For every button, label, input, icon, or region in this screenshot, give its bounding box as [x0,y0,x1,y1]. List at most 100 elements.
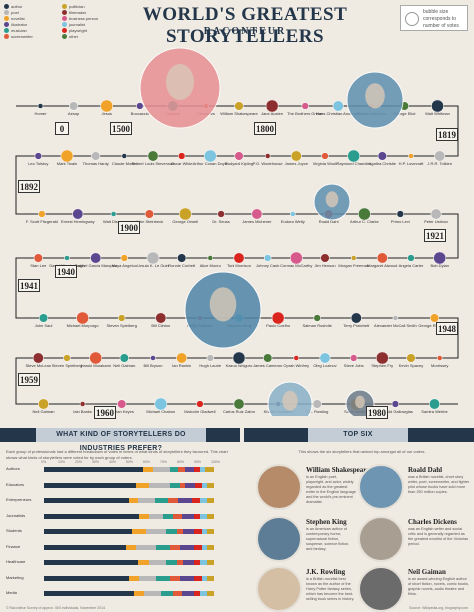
industry-bar [44,513,214,519]
storyteller-node [79,401,86,407]
storyteller-label: Steve Jobs [344,363,364,368]
bar-segment [137,498,155,503]
bar-segment [193,544,203,550]
storyteller-label: Alice Munro [200,263,222,268]
bar-segment [44,544,126,550]
storyteller-label: Oprah Winfrey [283,363,309,368]
industries-title: WHAT KIND OF STORYTELLERS DO INDUSTRIES … [56,431,186,452]
bar-segment [137,560,150,565]
bar-segment [166,560,177,565]
bar-segment [162,513,174,519]
bar-segment [200,560,208,565]
bar-segment [144,591,162,596]
bar-segment [207,591,214,596]
storyteller-node [391,400,400,408]
bar-segment [149,560,167,565]
bar-segment [193,560,201,565]
storyteller-label: Ronnie Corbett [168,263,196,268]
storyteller-label: James Michener [242,219,272,224]
bar-segment [193,529,203,534]
storyteller-node [203,149,217,163]
storyteller-label: Haruki Murakami [81,363,111,368]
storyteller-node [33,253,43,263]
storyteller-node [350,255,357,261]
bar-segment [129,575,140,581]
storyteller-label: Toni Morrison [227,263,251,268]
storyteller-label: Kazuo Ishiguro [226,363,253,368]
storyteller-label: Ernest Hemingway [61,219,95,224]
storyteller-label: Raymond Chandler [336,161,371,166]
storyteller-node [396,210,404,218]
storyteller-node [265,99,279,113]
industry-label: Media [6,590,17,595]
top-six-name: Neil Gaiman [408,568,446,576]
bar-segment [193,591,201,596]
year-marker: 1900 [118,221,140,234]
storyteller-label: Bill Clinton [151,323,170,328]
legend-item: journalist [62,22,85,28]
bar-segment [173,513,182,519]
bar-segment [202,544,208,550]
year-marker: 1941 [18,279,40,292]
bar-segment [145,529,167,534]
storyteller-label: P.G. Wodehouse [253,161,284,166]
storyteller-node [377,151,387,161]
storyteller-label: Kevin Spacey [399,363,423,368]
storyteller-node [290,211,296,217]
storyteller-label: Maya Angelou [112,263,137,268]
axis-tick-label: 70% [160,460,168,464]
bar-segment [135,482,150,488]
top-six-name: William Shakespeare [306,466,370,474]
storyteller-label: Ursula K. Le Guin [137,263,169,268]
storyteller-node [38,313,49,323]
top-six-description: was a British novelist, short story writ… [408,475,470,494]
storyteller-node [34,152,42,160]
top-six-portrait [358,566,404,612]
top-six-portrait [358,516,404,562]
industry-label: Students [6,528,22,533]
storyteller-label: Samira Wehbe [421,409,448,414]
year-marker: 1959 [18,373,40,386]
year-marker: 1819 [436,128,458,141]
storyteller-node [407,254,415,262]
portrait-face [365,83,385,109]
storyteller-label: Oleg Lozinov [313,363,336,368]
storyteller-node [206,354,214,362]
storyteller-node [176,352,188,364]
storyteller-label: Bill Bryson [144,363,163,368]
storyteller-node [196,400,204,408]
top-six-description: is an award-winning English author of sh… [408,577,469,596]
legend-item: politician [62,4,85,10]
storyteller-label: Michael Morpurgo [67,323,100,328]
bar-segment [181,513,194,519]
storyteller-node [117,399,127,409]
storyteller-node [392,315,399,321]
storyteller-node [301,102,309,110]
industry-bar [44,482,214,488]
bar-segment [193,575,203,581]
bar-segment [207,529,214,534]
bar-segment [152,467,170,472]
page-title: WORLD'S GREATEST STORYTELLERS [142,4,348,47]
storyteller-node [375,351,389,365]
storyteller-node [321,152,329,160]
legend-item: other [62,34,78,40]
top-six-note: This shows the six storytellers that ran… [298,449,426,454]
storyteller-node [118,314,126,322]
legend-item: playwright [62,28,87,34]
industry-label: Healthcare [6,559,26,564]
bar-segment [202,575,208,581]
legend-swatch [4,10,9,16]
storyteller-label: Robert Louis Stevenson [132,161,175,166]
storyteller-label: Alexander McCall Smith [374,323,417,328]
storyteller-label: James Joyce [285,161,309,166]
axis-tick-label: 90% [194,460,202,464]
legend-swatch [62,34,67,40]
storyteller-node [406,353,416,363]
storyteller-label: J.K. Rowling [306,409,328,414]
storyteller-label: Neil Gaiman [113,363,135,368]
top-six-description: is a British novelist best known as the … [306,577,355,601]
storyteller-node [263,353,273,363]
bar-segment [193,467,201,472]
legend-swatch [4,28,9,34]
